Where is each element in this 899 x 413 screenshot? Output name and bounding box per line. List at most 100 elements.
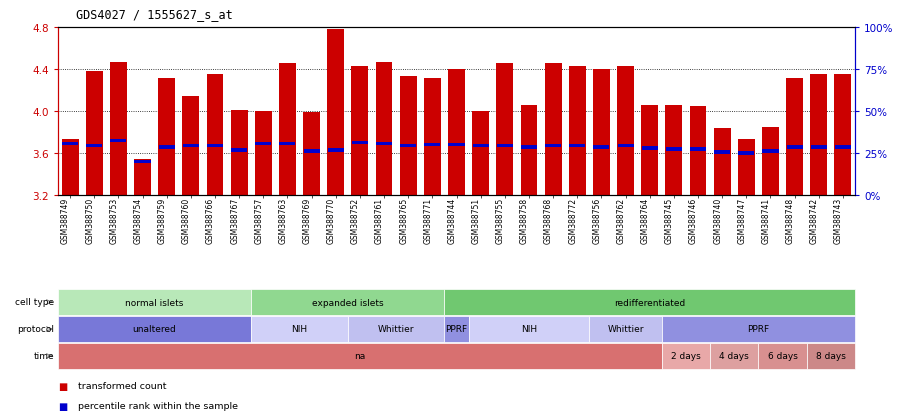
Text: GSM388752: GSM388752 [351,197,360,244]
Text: GSM388764: GSM388764 [641,197,650,244]
Text: GSM388770: GSM388770 [326,197,335,244]
Text: unaltered: unaltered [133,325,176,334]
Text: GSM388760: GSM388760 [182,197,191,244]
Bar [545,64,562,195]
Bar [545,145,561,148]
Text: GSM388768: GSM388768 [544,197,553,244]
Bar [400,77,416,195]
Bar [472,112,489,195]
Text: GSM388763: GSM388763 [279,197,288,244]
Bar [834,75,851,195]
Bar [690,107,707,195]
Bar [85,72,102,195]
Bar [304,150,320,153]
Bar [714,128,731,195]
Bar [618,145,634,148]
Bar [280,142,296,146]
Text: GSM388757: GSM388757 [254,197,263,244]
Bar [569,145,585,148]
Bar [134,160,151,195]
Text: GSM388762: GSM388762 [617,197,626,244]
Bar [62,140,78,195]
Text: 8 days: 8 days [816,351,846,361]
Bar [714,151,730,154]
Bar [254,112,271,195]
Bar [182,97,200,195]
Text: GSM388748: GSM388748 [786,197,795,244]
Bar [376,62,393,195]
Text: GSM388765: GSM388765 [399,197,408,244]
Text: GSM388746: GSM388746 [689,197,698,244]
Text: 2 days: 2 days [671,351,701,361]
Text: GSM388761: GSM388761 [375,197,384,244]
Bar [787,145,803,149]
Bar [496,64,513,195]
Text: GSM388747: GSM388747 [737,197,746,244]
Text: GSM388750: GSM388750 [85,197,94,244]
Bar [762,150,779,153]
Text: GSM388769: GSM388769 [303,197,312,244]
Text: NIH: NIH [521,325,537,334]
Text: GSM388744: GSM388744 [448,197,457,244]
Text: GSM388742: GSM388742 [810,197,819,244]
Text: GSM388749: GSM388749 [61,197,70,244]
Bar [135,160,150,164]
Text: GSM388771: GSM388771 [423,197,432,244]
Text: ■: ■ [58,381,67,391]
Bar [327,30,344,195]
Bar [328,149,343,152]
Text: GSM388741: GSM388741 [761,197,770,244]
Bar [182,145,199,148]
Bar [738,152,754,155]
Text: expanded islets: expanded islets [312,298,384,307]
Text: GSM388759: GSM388759 [157,197,166,244]
Text: GSM388754: GSM388754 [134,197,143,244]
Text: GSM388756: GSM388756 [592,197,601,244]
Bar [400,145,416,148]
Bar [424,79,441,195]
Text: na: na [354,351,366,361]
Bar [352,66,369,195]
Bar [665,105,682,195]
Bar [110,62,127,195]
Text: GSM388758: GSM388758 [520,197,529,244]
Bar [738,140,755,195]
Bar [158,145,174,149]
Bar [811,145,827,149]
Bar [231,111,247,195]
Text: redifferentiated: redifferentiated [614,298,685,307]
Text: GSM388743: GSM388743 [834,197,843,244]
Text: percentile rank within the sample: percentile rank within the sample [78,401,237,411]
Bar [231,149,247,152]
Text: GSM388755: GSM388755 [496,197,505,244]
Text: GSM388766: GSM388766 [206,197,215,244]
Bar [303,113,320,195]
Text: GSM388753: GSM388753 [110,197,119,244]
Text: NIH: NIH [291,325,307,334]
Text: GSM388751: GSM388751 [472,197,481,244]
Bar [279,64,296,195]
Text: GSM388745: GSM388745 [665,197,674,244]
Text: normal islets: normal islets [126,298,183,307]
Bar [376,142,392,146]
Bar [158,79,175,195]
Bar [86,145,102,148]
Text: GSM388772: GSM388772 [568,197,577,244]
Bar [473,145,489,148]
Text: GDS4027 / 1555627_s_at: GDS4027 / 1555627_s_at [76,8,233,21]
Bar [593,70,610,195]
Text: time: time [33,351,54,361]
Bar [448,70,465,195]
Text: Whittier: Whittier [608,325,644,334]
Text: GSM388767: GSM388767 [230,197,239,244]
Bar [449,143,465,147]
Text: Whittier: Whittier [378,325,414,334]
Bar [690,147,706,151]
Text: PPRF: PPRF [445,325,467,334]
Bar [762,128,779,195]
Text: 4 days: 4 days [719,351,749,361]
Bar [497,145,512,148]
Text: cell type: cell type [15,298,54,307]
Bar [617,66,634,195]
Bar [810,75,827,195]
